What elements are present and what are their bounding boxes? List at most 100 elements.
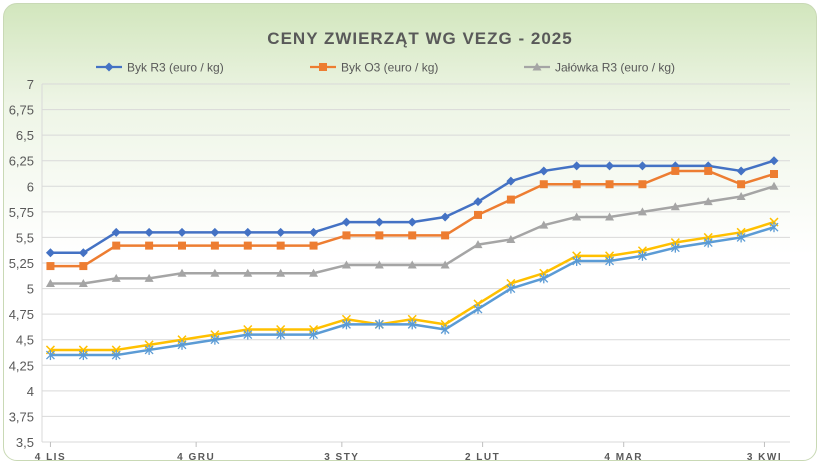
data-point: [309, 268, 319, 277]
y-tick-label: 6,5: [16, 128, 34, 143]
data-point: [769, 156, 779, 166]
data-point: [572, 180, 581, 189]
data-point: [210, 241, 219, 250]
data-point: [473, 197, 483, 207]
data-point: [374, 319, 384, 330]
data-point: [736, 232, 746, 243]
x-axis: 4 LIS 4 GRU 3 STY 2 LUT 4 MAR 3 KWI: [35, 442, 782, 463]
y-tick-label: 4,75: [9, 307, 34, 322]
y-tick-label: 4,25: [9, 358, 34, 373]
y-tick-label: 3,75: [9, 409, 34, 424]
data-point: [770, 170, 778, 179]
legend-item: Jałówka R3 (euro / kg): [524, 61, 675, 75]
legend-label: Jałówka R3 (euro / kg): [555, 61, 675, 75]
data-point: [506, 195, 515, 204]
data-point: [374, 217, 384, 227]
data-point: [539, 180, 548, 189]
data-point: [441, 231, 450, 240]
data-point: [276, 329, 286, 340]
series-line: [50, 220, 775, 352]
series-2: [46, 166, 778, 271]
data-point: [637, 161, 647, 171]
y-tick-label: 4: [27, 384, 34, 399]
gridlines: [42, 83, 790, 443]
plot-area: [45, 156, 779, 361]
data-point: [78, 350, 88, 361]
legend-label: Byk R3 (euro / kg): [127, 61, 224, 75]
y-tick-label: 6,25: [9, 154, 34, 169]
data-point: [670, 202, 680, 211]
y-tick-label: 4,5: [16, 333, 34, 348]
data-point: [112, 241, 121, 250]
data-point: [145, 241, 154, 250]
y-tick-label: 5: [27, 282, 34, 297]
data-point: [210, 268, 220, 277]
data-point: [539, 273, 549, 284]
x-tick-label: 2 LUT: [465, 452, 500, 463]
data-point: [111, 227, 121, 237]
legend-item: Byk O3 (euro / kg): [310, 61, 438, 75]
data-point: [104, 62, 114, 72]
y-tick-label: 6: [27, 179, 34, 194]
chart-title: CENY ZWIERZĄT WG VEZG - 2025: [267, 29, 572, 48]
data-point: [243, 329, 253, 340]
x-tick-label: 4 GRU: [177, 452, 215, 463]
data-point: [407, 319, 417, 330]
data-point: [736, 166, 746, 176]
data-point: [736, 192, 746, 201]
data-point: [440, 260, 450, 269]
data-point: [78, 248, 88, 258]
data-point: [46, 262, 55, 271]
data-point: [572, 212, 582, 221]
data-point: [111, 350, 121, 361]
data-point: [210, 334, 220, 345]
data-point: [637, 250, 647, 261]
data-point: [375, 231, 384, 240]
data-point: [769, 181, 779, 190]
data-point: [144, 273, 154, 282]
data-point: [178, 241, 186, 250]
data-point: [177, 227, 187, 237]
x-tick-label: 4 LIS: [35, 452, 66, 463]
y-tick-label: 6,75: [9, 103, 34, 118]
data-point: [408, 231, 417, 240]
data-point: [210, 227, 220, 237]
data-point: [276, 227, 286, 237]
data-point: [440, 212, 450, 222]
x-tick-label: 3 STY: [324, 452, 359, 463]
data-point: [605, 180, 614, 189]
data-point: [703, 197, 713, 206]
data-point: [638, 180, 647, 189]
data-point: [177, 268, 187, 277]
series-1: [45, 156, 779, 258]
data-point: [605, 161, 615, 171]
data-point: [704, 166, 713, 175]
data-point: [341, 319, 351, 330]
data-point: [703, 237, 713, 248]
data-point: [769, 222, 779, 233]
data-point: [276, 268, 286, 277]
data-point: [111, 273, 121, 282]
data-point: [539, 220, 549, 229]
data-point: [473, 304, 483, 315]
data-point: [45, 350, 55, 361]
data-point: [407, 260, 417, 269]
x-tick-label: 3 KWI: [747, 452, 782, 463]
data-point: [243, 268, 253, 277]
data-point: [243, 227, 253, 237]
y-tick-label: 7: [27, 77, 34, 92]
data-point: [605, 212, 615, 221]
data-point: [473, 240, 483, 249]
series-5: [45, 222, 779, 361]
data-point: [342, 231, 351, 240]
y-tick-label: 5,75: [9, 205, 34, 220]
y-tick-label: 5,5: [16, 230, 34, 245]
data-point: [243, 241, 252, 250]
data-point: [572, 255, 582, 266]
legend-label: Byk O3 (euro / kg): [341, 61, 438, 75]
data-point: [309, 227, 319, 237]
x-tick-label: 4 MAR: [604, 452, 643, 463]
data-point: [440, 324, 450, 335]
data-point: [144, 227, 154, 237]
